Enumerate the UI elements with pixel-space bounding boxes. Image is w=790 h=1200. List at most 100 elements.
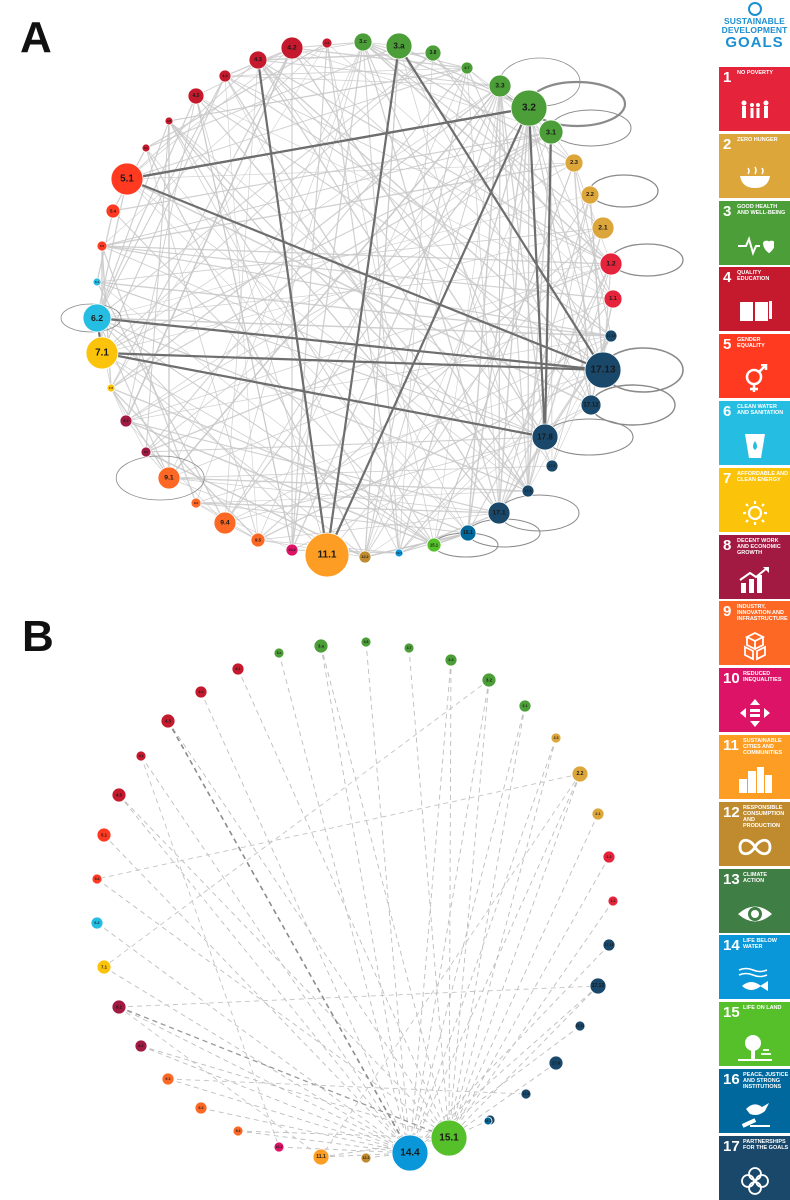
node-circle xyxy=(603,289,623,309)
node-label: 4.1 xyxy=(235,667,240,671)
edge xyxy=(145,147,259,541)
edge xyxy=(118,1006,450,1139)
node-17-6: 17.6 xyxy=(548,1055,564,1071)
edge xyxy=(320,645,450,1139)
panel-b-network: 3.c 3.a 3.8 3.7 3.3 3.2 3.1 2.3 2.2 2.1 1.2 1.1 17.1… xyxy=(90,636,619,1172)
node-4-5: 4.5 xyxy=(111,787,127,803)
sdg-tile-title: Partnerships for the goals xyxy=(743,1138,789,1151)
sdg-tile-title: Industry, innovation and infrastructure xyxy=(737,604,788,623)
sdg-tile-number: 7 xyxy=(723,469,732,487)
node-circle xyxy=(520,1088,532,1100)
tree-icon xyxy=(738,1035,772,1062)
node-3-1: 3.1 xyxy=(518,699,532,713)
sdg-tile-title: Sustainable cities and communities xyxy=(743,738,783,756)
node-5-5: 5.5 xyxy=(96,240,108,252)
edge xyxy=(448,773,581,1139)
node-14-4: 14.4 xyxy=(391,1134,429,1172)
node-label: 3.2 xyxy=(522,103,536,114)
sdg-tile-number: 6 xyxy=(723,403,732,420)
book-icon xyxy=(740,301,772,322)
flower-rings-icon xyxy=(741,1166,769,1195)
edge xyxy=(499,85,529,492)
edge xyxy=(140,1045,411,1154)
node-17-12: 17.12 xyxy=(580,394,602,416)
self-loop xyxy=(610,243,684,277)
node-1-2: 1.2 xyxy=(602,850,616,864)
node-label: 7.2 xyxy=(109,386,114,390)
edge xyxy=(126,178,469,534)
sdg-tile-15: 15 Life on land xyxy=(719,1002,790,1067)
node-3-8: 3.8 xyxy=(424,44,442,62)
node-circle xyxy=(358,550,372,564)
sdg-tile-title: Affordable and clean energy xyxy=(737,470,789,483)
sdg-header: SUSTAINABLE DEVELOPMENT GOALS xyxy=(719,0,790,64)
node-4-5: 4.5 xyxy=(187,87,205,105)
panel-a-edges xyxy=(95,41,614,558)
panel-b-nodes: 3.c 3.a 3.8 3.7 3.3 3.2 3.1 2.3 2.2 2.1 1.2 1.1 17.1… xyxy=(90,636,619,1172)
sdg-tile-title: Quality education xyxy=(737,270,770,283)
sdg-tile-2: 2 Zero hunger xyxy=(719,133,790,198)
edge xyxy=(96,317,612,337)
node-9-1: 9.1 xyxy=(161,1072,175,1086)
node-label: 7.1 xyxy=(95,348,109,359)
node-circle xyxy=(134,1039,148,1053)
sdg-tile-number: 15 xyxy=(723,1004,740,1022)
edge xyxy=(409,659,452,1154)
node-17-6: 17.6 xyxy=(545,459,559,473)
node-circle xyxy=(96,240,108,252)
node-circle xyxy=(119,414,133,428)
node-label: 17.6 xyxy=(552,1061,561,1066)
node-label: 6.2 xyxy=(91,313,103,323)
node-1-2: 1.2 xyxy=(599,252,623,276)
edge xyxy=(96,75,226,319)
sdg-tile-number: 17 xyxy=(723,1137,740,1155)
strong-edge xyxy=(527,107,547,438)
node-label: 3.a xyxy=(393,42,405,51)
node-circle xyxy=(90,916,104,930)
edge xyxy=(96,317,328,556)
growth-chart-icon xyxy=(739,566,769,593)
node-label: 1.1 xyxy=(609,296,617,302)
edge xyxy=(224,107,530,524)
node-circle xyxy=(157,466,181,490)
edge xyxy=(96,773,581,880)
node-label: 3.a xyxy=(318,644,325,649)
panel-a-nodes: 3.c 3.a 3.8 3.7 3.3 3.2 3.1 2.3 2.2 2.1 1.2 1.1 17.1… xyxy=(82,32,623,578)
edge xyxy=(448,1062,557,1139)
edge xyxy=(126,178,529,492)
node-2-2: 2.2 xyxy=(571,765,589,783)
edge xyxy=(448,737,557,1139)
edge xyxy=(103,834,411,1154)
node-label: 3.3 xyxy=(448,658,453,662)
node-label: 17.19 xyxy=(606,334,615,338)
node-circle xyxy=(545,459,559,473)
edge xyxy=(326,42,614,300)
node-label: 2.1 xyxy=(598,225,608,232)
sdg-tile-title: Life on land xyxy=(743,1005,782,1012)
edge xyxy=(224,75,259,541)
edge xyxy=(433,162,575,546)
node-label: 4.3 xyxy=(254,57,262,63)
node-circle xyxy=(218,69,232,83)
sdg-tile-7: 7 Affordable and clean energy xyxy=(719,467,790,532)
edge xyxy=(168,120,500,514)
edge xyxy=(96,194,591,319)
strong-edge xyxy=(96,316,604,372)
water-glass-icon xyxy=(745,434,765,458)
edge xyxy=(320,645,411,1154)
node-label: 9.1 xyxy=(165,1077,170,1081)
panel-a-network: 3.c 3.a 3.8 3.7 3.3 3.2 3.1 2.3 2.2 2.1 1.2 1.1 17.1… xyxy=(60,32,684,578)
self-loop xyxy=(60,303,122,333)
sdg-tile-title: Climate action xyxy=(743,871,768,884)
node-4-1: 4.1 xyxy=(231,662,245,676)
edge xyxy=(224,75,612,265)
node-10-2: 10.2 xyxy=(285,543,299,557)
edge xyxy=(112,131,552,212)
node-circle xyxy=(430,1119,468,1157)
node-7-2: 7.2 xyxy=(106,383,116,393)
node-circle xyxy=(360,1152,372,1164)
edge xyxy=(118,1006,322,1158)
node-circle xyxy=(580,394,602,416)
node-label: 9.5 xyxy=(255,538,262,543)
edge xyxy=(168,41,364,479)
